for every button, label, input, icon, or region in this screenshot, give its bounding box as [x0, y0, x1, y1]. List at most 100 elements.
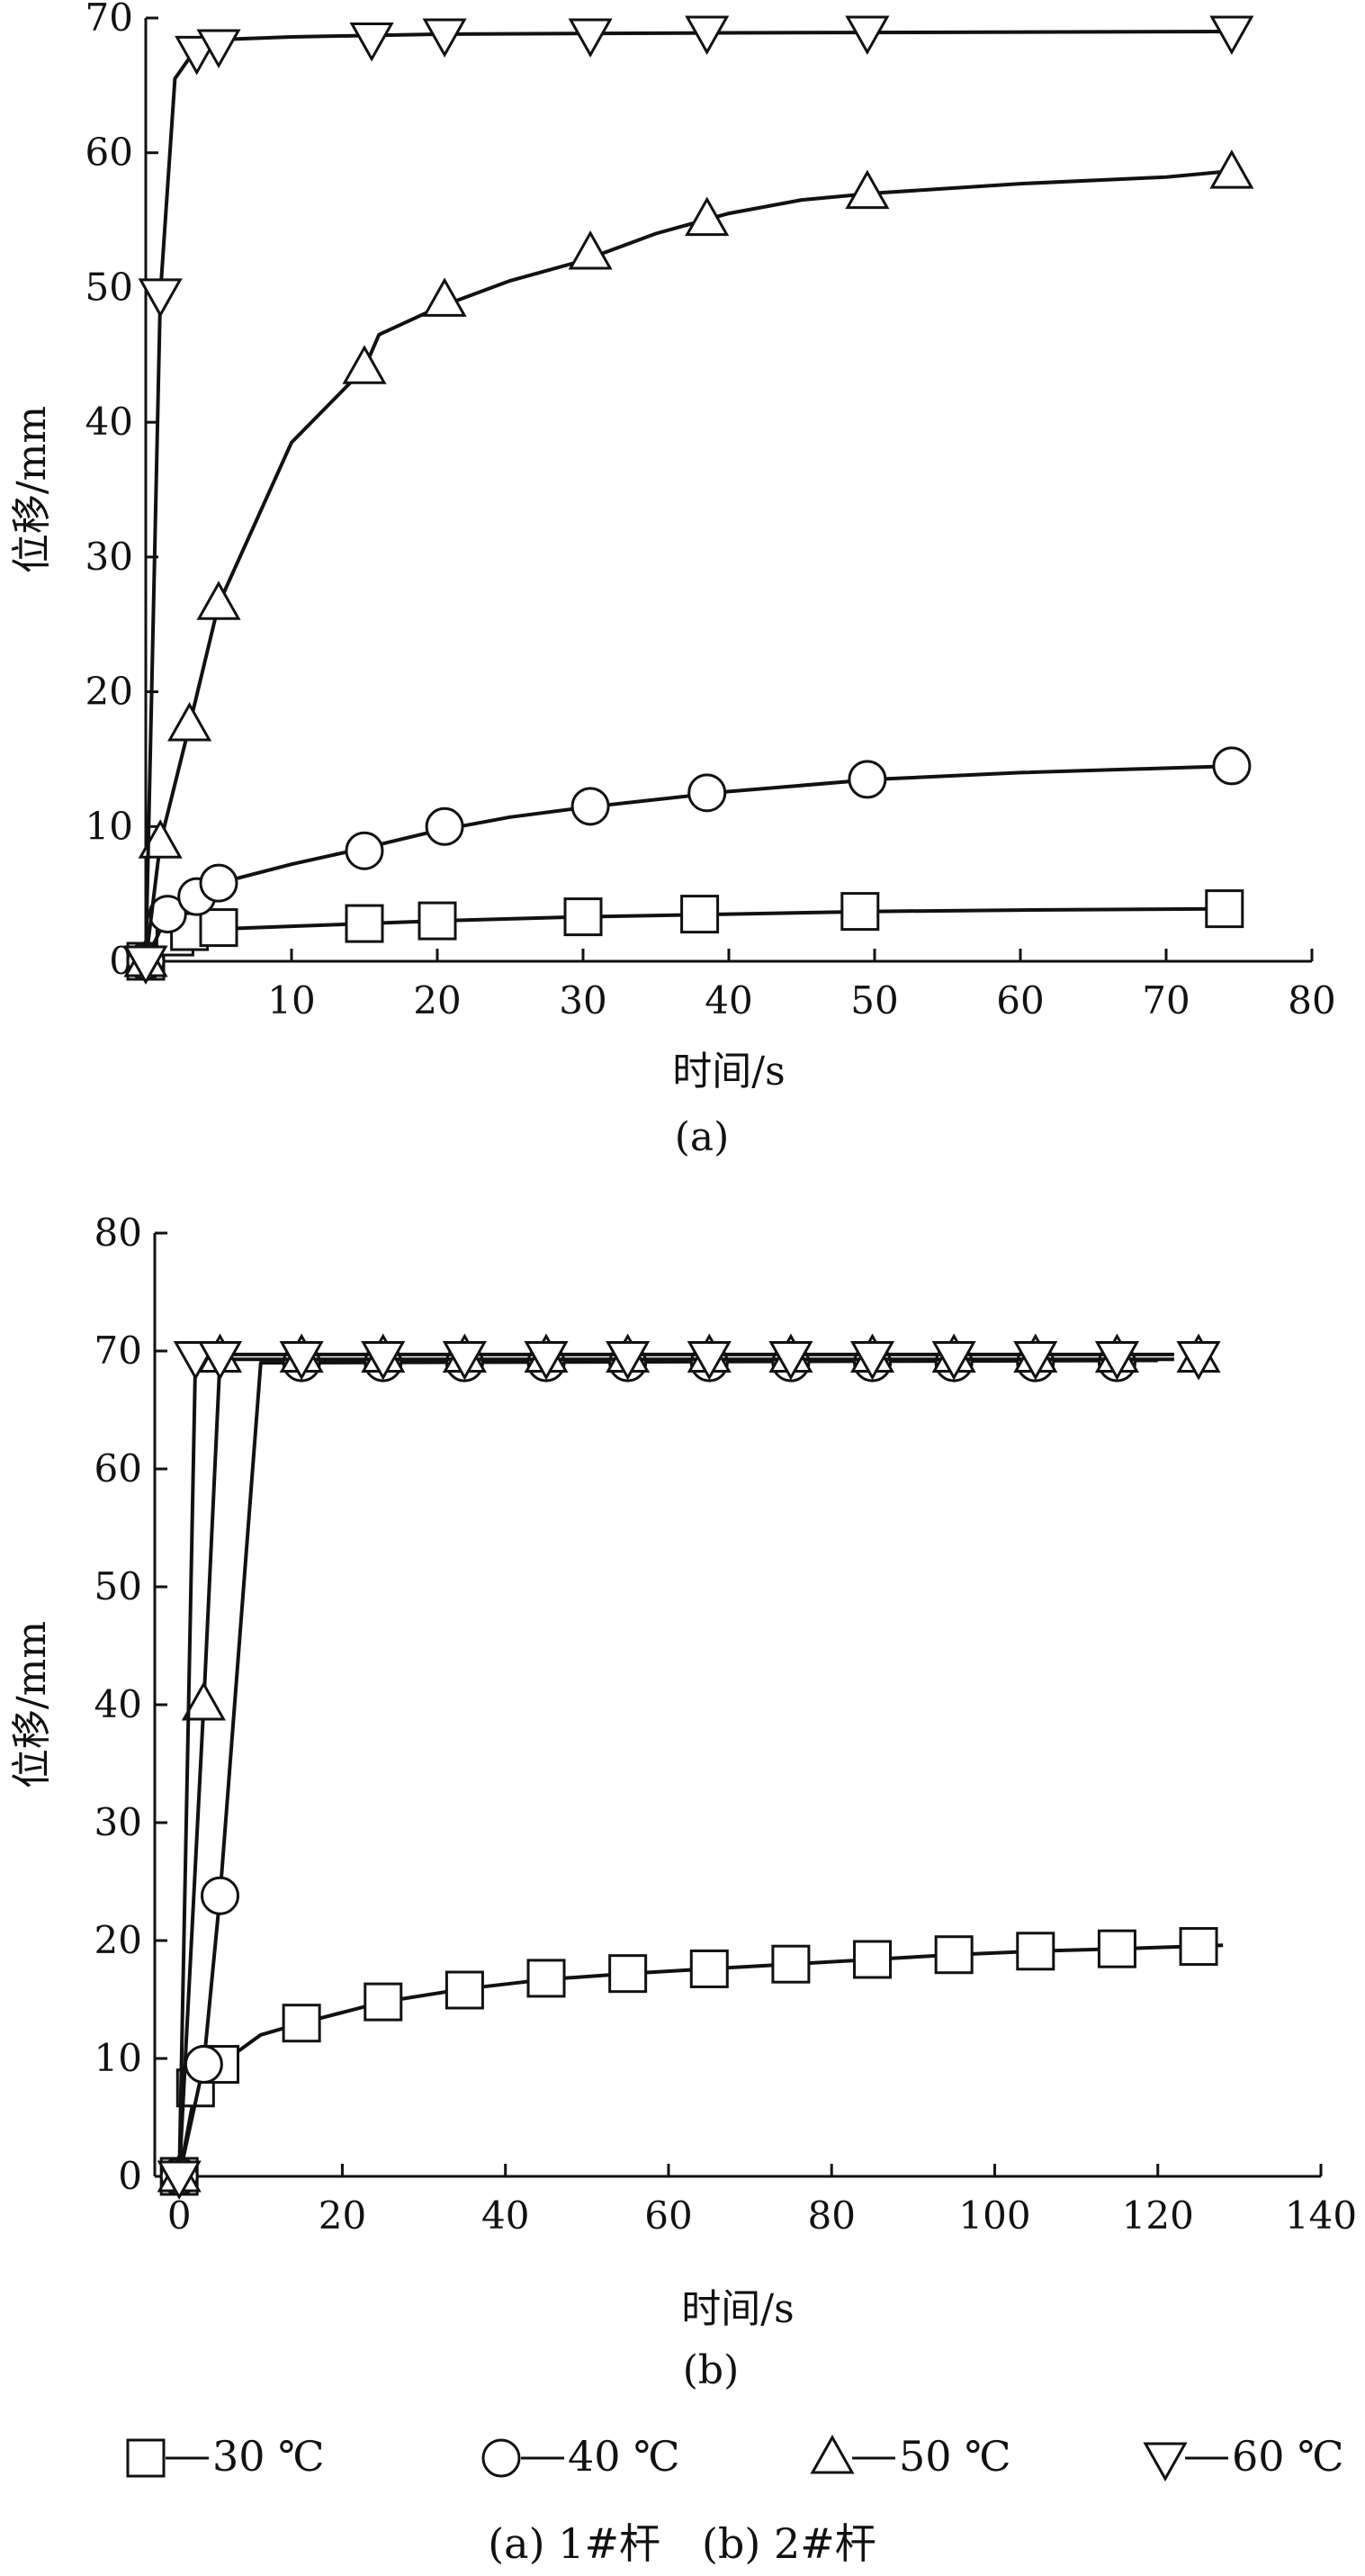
data-point-triangle-down [1094, 1341, 1139, 1381]
data-point-triangle-down [768, 1341, 813, 1381]
x-tick-label: 20 [319, 2193, 366, 2238]
series-triangle-down [123, 15, 1254, 986]
data-point-square [1097, 1929, 1136, 1968]
data-point-square [1016, 1932, 1055, 1971]
legend-label: 40 ℃ [568, 2432, 680, 2481]
x-tick-label: 0 [167, 2193, 192, 2238]
series-line [177, 1357, 1174, 2177]
y-tick-label: 0 [118, 2154, 142, 2198]
series-line [177, 1358, 1158, 2177]
x-tick-label: 10 [267, 978, 315, 1022]
y-axis-title: 位移/mm [9, 1621, 55, 1788]
data-point-square [853, 1940, 893, 1979]
data-point-square [608, 1954, 648, 1994]
legend-label: 50 ℃ [899, 2432, 1011, 2481]
panel-label: (b) [683, 2347, 740, 2393]
x-tick-label: 30 [559, 978, 606, 1022]
figure-caption: (a) 1#杆 (b) 2#杆 [488, 2519, 876, 2568]
data-point-triangle-down [685, 15, 730, 56]
y-tick-label: 40 [85, 400, 133, 444]
legend-item: 50 ℃ [810, 2432, 1011, 2481]
legend-label: 60 ℃ [1232, 2432, 1344, 2481]
data-point-circle [570, 787, 610, 826]
data-point-triangle-down [361, 1341, 406, 1381]
y-tick-label: 60 [85, 131, 133, 175]
data-point-triangle-down [196, 29, 241, 68]
legend-label: 30 ℃ [212, 2432, 325, 2481]
x-tick-label: 40 [705, 978, 752, 1022]
data-point-triangle-up [422, 277, 467, 317]
x-axis-title: 时间/s [672, 1049, 785, 1094]
data-point-square [445, 1970, 484, 2010]
data-point-square [563, 897, 603, 937]
data-point-triangle-down [606, 1341, 651, 1381]
data-point-triangle-down [931, 1341, 976, 1381]
data-point-circle [848, 760, 887, 799]
legend-marker-triangle-down [1143, 2442, 1188, 2482]
panel-label: (a) [675, 1114, 730, 1160]
series-circle [126, 746, 1252, 981]
y-tick-label: 30 [85, 535, 133, 579]
x-tick-label: 60 [996, 978, 1044, 1022]
data-point-triangle-up [342, 345, 387, 384]
x-tick-label: 50 [850, 978, 898, 1022]
data-point-square [689, 1949, 729, 1988]
data-point-square [418, 901, 457, 941]
y-axis-title: 位移/mm [9, 406, 55, 573]
series-triangle-down [157, 1341, 1221, 2201]
series-square [126, 889, 1244, 981]
y-tick-label: 20 [85, 670, 133, 714]
data-point-square [680, 895, 720, 934]
legend: 30 ℃ 40 ℃ 50 ℃ 60 ℃ [126, 2432, 1344, 2482]
data-point-triangle-up [167, 701, 212, 742]
chart-panel-b: 0 10 20 30 40 50 60 70 80 0 20 40 60 80 100 120 140 时间/s 位… [9, 1211, 1357, 2393]
series-line [144, 168, 1240, 962]
series-square [159, 1927, 1224, 2196]
data-point-square [934, 1935, 974, 1975]
data-point-triangle-down [349, 22, 394, 62]
data-point-triangle-down [138, 278, 183, 318]
data-point-triangle-down [524, 1341, 569, 1381]
legend-marker-square [126, 2438, 166, 2478]
series-line [177, 1352, 1174, 2177]
x-tick-label: 80 [1288, 978, 1335, 1022]
data-point-triangle-down [849, 1341, 895, 1381]
data-point-square [1205, 889, 1244, 929]
y-tick-label: 50 [94, 1564, 142, 1608]
y-tick-label: 40 [94, 1682, 142, 1726]
data-point-triangle-up [685, 196, 730, 237]
legend-item: 30 ℃ [126, 2432, 325, 2481]
data-point-triangle-up [568, 230, 613, 270]
x-tick-label: 40 [481, 2193, 529, 2238]
y-tick-label: 60 [94, 1446, 142, 1491]
data-point-triangle-down [1176, 1341, 1221, 1381]
y-tick-label: 70 [85, 0, 133, 40]
data-point-square [199, 908, 238, 948]
data-point-triangle-down [1209, 15, 1254, 56]
data-point-circle [687, 773, 727, 813]
series-line [177, 1943, 1224, 2177]
data-point-triangle-down [279, 1341, 324, 1381]
x-tick-label: 100 [958, 2193, 1030, 2238]
series-line [144, 30, 1240, 962]
data-point-triangle-down [157, 2160, 202, 2201]
y-tick-label: 10 [94, 2036, 142, 2080]
x-axis-title: 时间/s [681, 2286, 794, 2332]
data-point-circle [425, 806, 464, 846]
legend-item: 40 ℃ [481, 2432, 680, 2481]
data-point-circle [1212, 746, 1252, 786]
x-tick-label: 20 [413, 978, 461, 1022]
data-point-triangle-up [138, 819, 183, 859]
series-circle [159, 1343, 1158, 2196]
y-tick-label: 70 [94, 1329, 142, 1373]
y-tick-label: 10 [85, 804, 133, 848]
data-point-triangle-down [845, 15, 890, 56]
data-point-square [840, 892, 880, 932]
data-point-triangle-down [568, 18, 613, 59]
data-point-triangle-down [422, 18, 467, 59]
series-triangle-up [157, 1333, 1221, 2193]
y-tick-label: 50 [85, 265, 133, 309]
data-point-square [364, 1982, 403, 2022]
series-triangle-up [123, 149, 1254, 977]
